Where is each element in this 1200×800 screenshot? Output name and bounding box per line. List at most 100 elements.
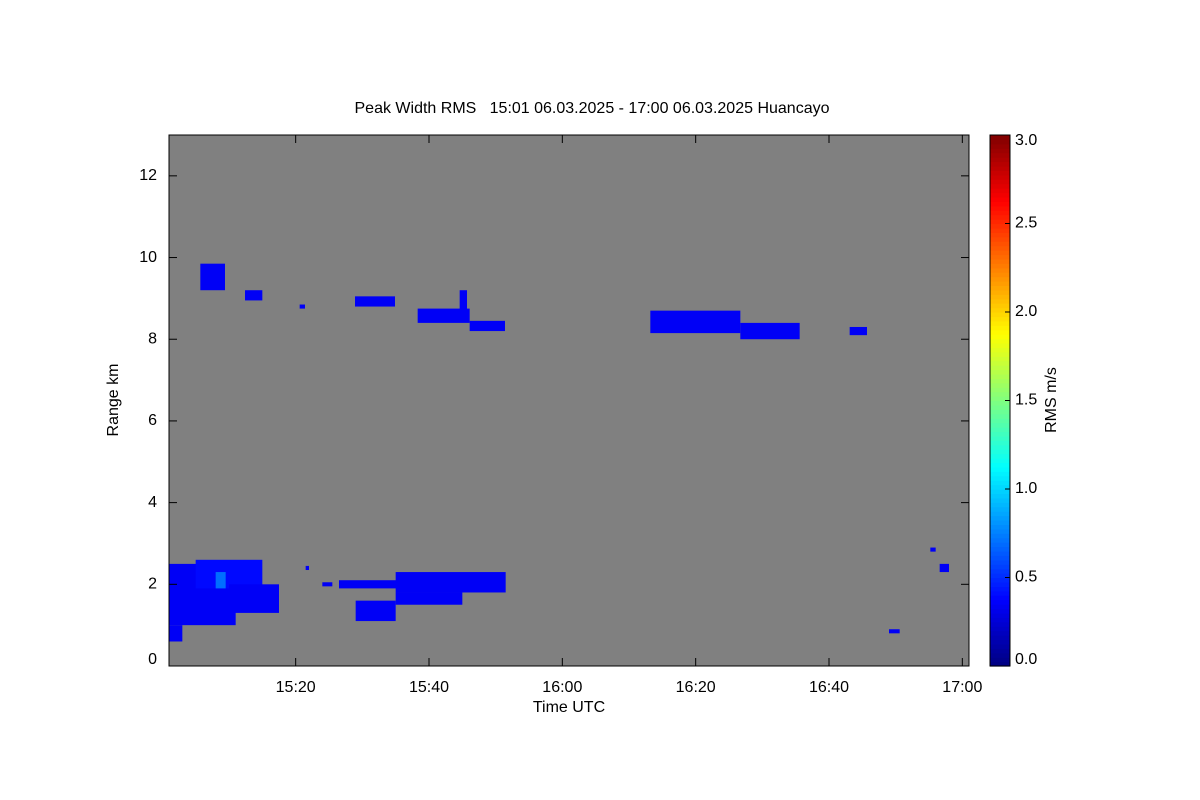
colorbar-step xyxy=(990,568,1010,574)
chart-title: Peak Width RMS 15:01 06.03.2025 - 17:00 … xyxy=(355,100,830,117)
colorbar-step xyxy=(990,537,1010,543)
echo-cell xyxy=(417,308,470,323)
colorbar-tick-label: 0.5 xyxy=(1015,569,1037,586)
colorbar-step xyxy=(990,214,1010,220)
colorbar-step xyxy=(990,276,1010,282)
colorbar-step xyxy=(990,342,1010,348)
colorbar-step xyxy=(990,232,1010,238)
colorbar-step xyxy=(990,519,1010,525)
colorbar-step xyxy=(990,612,1010,618)
colorbar-step xyxy=(990,223,1010,229)
colorbar-step xyxy=(990,493,1010,499)
echo-cell xyxy=(395,572,506,593)
colorbar-step xyxy=(990,422,1010,428)
colorbar-step xyxy=(990,135,1010,141)
echo-cell xyxy=(939,563,949,573)
echo-cell xyxy=(849,326,867,336)
colorbar-step xyxy=(990,219,1010,225)
colorbar-step xyxy=(990,263,1010,269)
colorbar-step xyxy=(990,626,1010,632)
colorbar-step xyxy=(990,524,1010,530)
colorbar-tick-label: 1.0 xyxy=(1015,480,1037,497)
colorbar-step xyxy=(990,170,1010,176)
colorbar-step xyxy=(990,511,1010,517)
colorbar-step xyxy=(990,174,1010,180)
colorbar-step xyxy=(990,298,1010,304)
y-axis-label: Range km xyxy=(105,364,122,437)
y-tick-label: 6 xyxy=(148,412,157,429)
colorbar-step xyxy=(990,621,1010,627)
colorbar-tick-label: 2.5 xyxy=(1015,215,1037,232)
colorbar-step xyxy=(990,227,1010,233)
y-tick-label: 10 xyxy=(139,249,157,266)
colorbar-tick-label: 2.0 xyxy=(1015,303,1037,320)
colorbar-step xyxy=(990,356,1010,362)
echo-cell xyxy=(195,559,263,589)
echo-cell xyxy=(229,584,279,613)
colorbar-step xyxy=(990,635,1010,641)
plot-background xyxy=(169,135,969,666)
colorbar-step xyxy=(990,179,1010,185)
x-tick-label: 16:00 xyxy=(542,679,582,696)
colorbar-step xyxy=(990,396,1010,402)
colorbar-step xyxy=(990,599,1010,605)
colorbar-step xyxy=(990,360,1010,366)
echo-cell xyxy=(395,592,463,605)
echo-cell xyxy=(355,600,396,622)
colorbar-step xyxy=(990,312,1010,318)
colorbar-step xyxy=(990,183,1010,189)
colorbar-step xyxy=(990,617,1010,623)
y-tick-label: 2 xyxy=(148,576,157,593)
colorbar-step xyxy=(990,608,1010,614)
colorbar-step xyxy=(990,475,1010,481)
colorbar-step xyxy=(990,245,1010,251)
colorbar-step xyxy=(990,294,1010,300)
colorbar-step xyxy=(990,236,1010,242)
colorbar-step xyxy=(990,378,1010,384)
echo-cell xyxy=(740,322,800,340)
x-tick-label: 16:20 xyxy=(676,679,716,696)
colorbar-step xyxy=(990,440,1010,446)
colorbar-step xyxy=(990,205,1010,211)
y-tick-label: 8 xyxy=(148,330,157,347)
colorbar-tick-label: 3.0 xyxy=(1015,132,1037,149)
colorbar-step xyxy=(990,351,1010,357)
colorbar-step xyxy=(990,391,1010,397)
y-tick-label: 0 xyxy=(148,651,157,668)
plot-frame xyxy=(168,134,970,667)
colorbar-step xyxy=(990,484,1010,490)
x-tick-label: 15:40 xyxy=(409,679,449,696)
colorbar-step xyxy=(990,373,1010,379)
echo-cell xyxy=(459,290,467,313)
colorbar-step xyxy=(990,382,1010,388)
colorbar-step xyxy=(990,281,1010,287)
colorbar-step xyxy=(990,241,1010,247)
colorbar-step xyxy=(990,325,1010,331)
colorbar-step xyxy=(990,489,1010,495)
colorbar-step xyxy=(990,289,1010,295)
colorbar-step xyxy=(990,546,1010,552)
colorbar-step xyxy=(990,143,1010,149)
colorbar-step xyxy=(990,533,1010,539)
colorbar-step xyxy=(990,427,1010,433)
colorbar-step xyxy=(990,431,1010,437)
x-tick-label: 16:40 xyxy=(809,679,849,696)
echo-cell xyxy=(215,572,226,589)
colorbar-step xyxy=(990,506,1010,512)
colorbar-step xyxy=(990,643,1010,649)
colorbar-label: RMS m/s xyxy=(1043,367,1060,433)
colorbar-step xyxy=(990,338,1010,344)
colorbar-step xyxy=(990,657,1010,663)
colorbar-step xyxy=(990,652,1010,658)
colorbar-step xyxy=(990,157,1010,163)
colorbar-step xyxy=(990,285,1010,291)
echo-cell xyxy=(355,296,395,307)
colorbar-step xyxy=(990,502,1010,508)
colorbar-step xyxy=(990,418,1010,424)
colorbar-step xyxy=(990,449,1010,455)
colorbar-step xyxy=(990,555,1010,561)
y-tick-label: 12 xyxy=(139,167,157,184)
colorbar-step xyxy=(990,453,1010,459)
